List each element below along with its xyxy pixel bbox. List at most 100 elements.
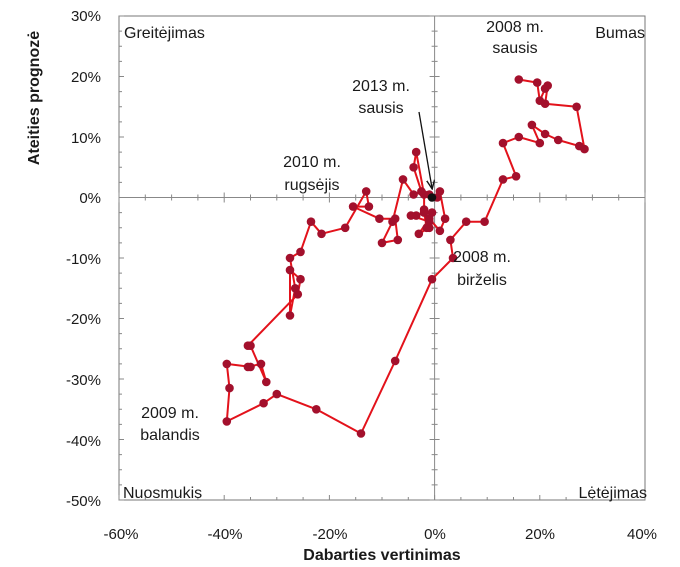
data-point bbox=[532, 78, 542, 87]
y-tick-label: -40% bbox=[66, 433, 101, 450]
y-axis-title: Ateities prognozė bbox=[26, 31, 43, 165]
data-point bbox=[572, 102, 581, 112]
data-point bbox=[435, 226, 445, 236]
zero-axes bbox=[118, 15, 646, 501]
data-point bbox=[514, 75, 524, 84]
data-point bbox=[312, 405, 321, 414]
data-point bbox=[440, 214, 450, 223]
data-point bbox=[540, 129, 550, 139]
y-tick-label: 0% bbox=[79, 190, 101, 207]
data-point bbox=[285, 311, 295, 320]
data-point bbox=[361, 187, 371, 196]
data-point bbox=[535, 138, 545, 148]
data-point bbox=[448, 253, 458, 263]
x-tick-label: 40% bbox=[627, 526, 657, 543]
data-point bbox=[409, 163, 418, 172]
data-point bbox=[419, 208, 429, 217]
data-point bbox=[262, 377, 271, 387]
annotation-line: birželis bbox=[457, 272, 507, 289]
highlight-point bbox=[427, 193, 437, 202]
annotation-line: balandis bbox=[140, 427, 200, 444]
data-point bbox=[272, 389, 282, 399]
data-point bbox=[498, 175, 508, 184]
data-point bbox=[388, 217, 397, 226]
data-point bbox=[540, 99, 550, 108]
data-point bbox=[409, 190, 418, 199]
y-tick-label: 20% bbox=[71, 69, 101, 86]
data-point bbox=[427, 274, 437, 284]
annotation-2009-balandis: 2009 m. balandis bbox=[140, 405, 200, 444]
y-tick-label: -20% bbox=[66, 311, 101, 328]
data-point bbox=[543, 81, 552, 90]
data-point bbox=[406, 211, 416, 220]
data-point bbox=[222, 359, 232, 369]
data-point bbox=[375, 214, 384, 223]
x-tick-label: -20% bbox=[312, 526, 347, 543]
data-point bbox=[296, 247, 305, 257]
data-point bbox=[425, 214, 434, 223]
data-point bbox=[390, 356, 400, 366]
data-point bbox=[411, 147, 421, 157]
data-point bbox=[511, 172, 521, 181]
x-tick-labels: -60% -40% -20% 0% 20% 40% bbox=[103, 526, 657, 543]
data-point bbox=[514, 132, 524, 142]
annotation-line: 2009 m. bbox=[141, 405, 199, 422]
data-point bbox=[306, 217, 316, 226]
quadrant-label-bottom-right: Lėtėjimas bbox=[579, 485, 647, 502]
data-point bbox=[285, 265, 295, 275]
annotation-arrow bbox=[418, 111, 432, 188]
y-tick-label: 10% bbox=[71, 130, 101, 147]
annotation-line: 2008 m. bbox=[486, 19, 544, 36]
annotation-2008-sausis: 2008 m. sausis bbox=[486, 19, 544, 57]
data-point bbox=[222, 417, 232, 426]
data-point bbox=[425, 223, 434, 233]
annotation-line: 2008 m. bbox=[453, 249, 511, 266]
annotation-2008-birzelis: 2008 m. birželis bbox=[453, 249, 511, 289]
data-point bbox=[259, 398, 268, 408]
annotation-line: 2013 m. bbox=[352, 78, 410, 95]
quadrant-label-bottom-left: Nuosmukis bbox=[123, 485, 202, 502]
annotation-line: sausis bbox=[358, 100, 403, 117]
data-point bbox=[243, 362, 253, 372]
data-point bbox=[461, 217, 471, 226]
data-point bbox=[398, 175, 408, 184]
y-tick-label: -10% bbox=[66, 251, 101, 268]
data-point bbox=[296, 274, 305, 284]
annotation-2010-rugsejis: 2010 m. rugsėjis bbox=[283, 154, 341, 194]
x-tick-label: -40% bbox=[207, 526, 242, 543]
series-layer bbox=[222, 75, 589, 438]
annotation-line: sausis bbox=[492, 40, 537, 57]
data-point bbox=[527, 120, 537, 130]
annotation-2013-sausis: 2013 m. sausis bbox=[352, 78, 410, 117]
data-point bbox=[225, 383, 234, 393]
data-point bbox=[414, 229, 424, 239]
data-point bbox=[364, 202, 374, 211]
quadrant-label-top-left: Greitėjimas bbox=[124, 25, 205, 42]
data-point bbox=[480, 217, 489, 226]
y-tick-label: -30% bbox=[66, 372, 101, 389]
x-tick-label: 0% bbox=[424, 526, 446, 543]
data-point bbox=[285, 253, 295, 263]
series-line bbox=[225, 78, 586, 435]
x-axis-title: Dabarties vertinimas bbox=[303, 547, 461, 564]
data-point bbox=[348, 202, 358, 211]
data-point bbox=[377, 238, 387, 248]
data-point bbox=[290, 284, 300, 293]
y-tick-labels: 30% 20% 10% 0% -10% -20% -30% -40% -50% bbox=[66, 8, 101, 510]
data-point bbox=[243, 341, 253, 351]
data-point bbox=[498, 138, 508, 148]
data-point bbox=[553, 135, 563, 145]
data-point bbox=[340, 223, 350, 233]
data-point bbox=[317, 229, 326, 239]
y-tick-label: -50% bbox=[66, 493, 101, 510]
data-point bbox=[356, 429, 366, 438]
data-point bbox=[575, 141, 584, 151]
x-tick-label: -60% bbox=[103, 526, 138, 543]
annotation-line: 2010 m. bbox=[283, 154, 341, 171]
x-tick-label: 20% bbox=[525, 526, 555, 543]
data-point bbox=[256, 359, 266, 369]
data-point bbox=[393, 235, 403, 245]
data-point bbox=[446, 235, 455, 245]
annotation-line: rugsėjis bbox=[284, 177, 339, 194]
